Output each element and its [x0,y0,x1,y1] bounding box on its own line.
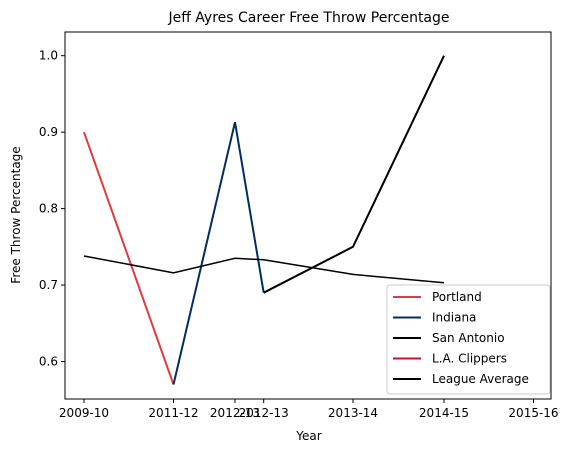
x-tick-label: 2009-10 [59,406,109,420]
y-tick-label: 0.7 [39,278,58,292]
y-tick-label: 0.9 [39,125,58,139]
x-tick-label: 2012-13 [210,406,260,420]
chart-title: Jeff Ayres Career Free Throw Percentage [167,10,449,26]
legend: Portland Indiana San Antonio L.A. Clippers L… [386,284,551,395]
legend-label-indiana: Indiana [432,311,476,325]
x-tick-label: 2014-15 [419,406,469,420]
x-tick-label: 2012-13 [239,406,289,420]
series-line-portland [83,131,175,385]
legend-label-san-antonio: San Antonio [432,331,505,345]
legend-box [386,284,551,395]
x-tick-label: 2013-14 [328,406,378,420]
series-lines [83,55,445,385]
legend-label-league-average: League Average [432,372,529,386]
y-tick-label: 0.8 [39,202,58,216]
series-line-league-average [83,255,445,284]
x-axis-title: Year [295,429,321,443]
series-line-san-antonio [263,55,445,294]
legend-label-portland: Portland [432,290,482,304]
series-line-indiana [172,121,265,385]
x-tick-label: 2011-12 [148,406,198,420]
legend-label-l-a-clippers: L.A. Clippers [432,352,507,366]
y-tick-label: 1.0 [39,49,58,63]
y-axis-ticks: 0.6 0.7 0.8 0.9 1.0 [39,49,65,369]
y-tick-label: 0.6 [39,355,58,369]
x-tick-label: 2015-16 [508,406,558,420]
y-axis-title: Free Throw Percentage [9,146,23,283]
plot-area-frame [64,31,552,400]
